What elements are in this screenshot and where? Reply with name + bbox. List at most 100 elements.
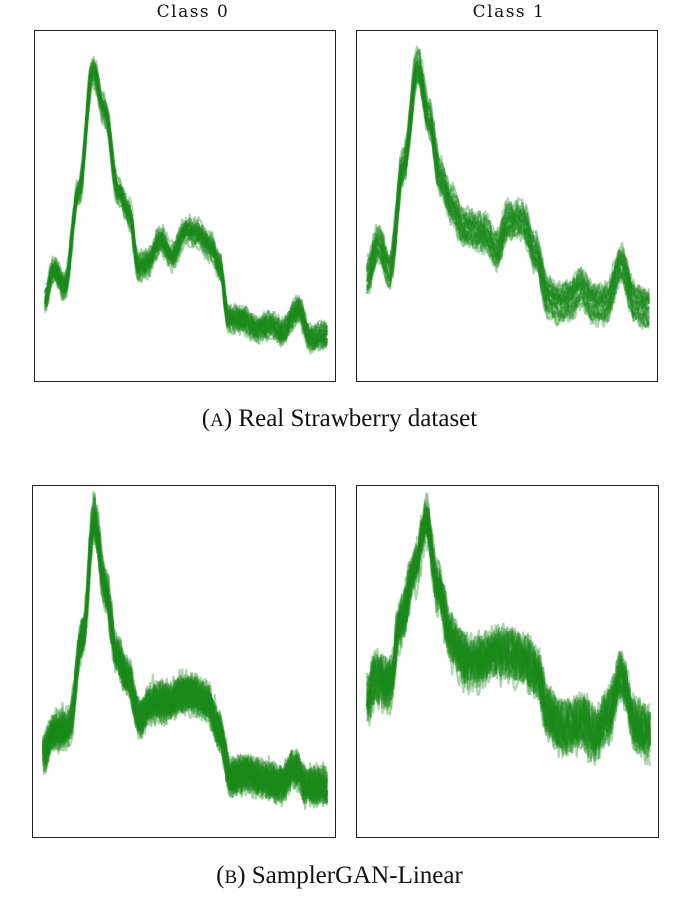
panel-real-class-0 <box>34 30 336 382</box>
series-line <box>42 521 329 804</box>
series-line <box>44 70 329 340</box>
series-line <box>365 70 651 316</box>
column-title-class-0: Class 0 <box>156 2 230 22</box>
series-line <box>365 507 652 761</box>
series-line <box>42 512 329 801</box>
series-line <box>365 536 652 767</box>
series-line <box>44 65 329 341</box>
series-line <box>44 80 329 355</box>
series-line <box>366 512 652 755</box>
series-line <box>41 517 329 803</box>
series-line <box>43 66 329 346</box>
series-line <box>41 494 329 805</box>
series-line <box>365 71 651 324</box>
series-line <box>366 48 651 302</box>
series-line <box>41 523 329 811</box>
series-line <box>365 515 652 763</box>
caption-b-letter: B <box>224 867 238 888</box>
panel-gan-class-1 <box>356 485 659 838</box>
series-line <box>44 77 329 351</box>
series-line <box>365 49 651 302</box>
series-line <box>365 54 651 305</box>
chart-gan-class-1 <box>365 492 652 767</box>
series-line <box>44 71 328 341</box>
series-line <box>365 61 651 313</box>
series-line <box>44 60 328 339</box>
series-line <box>366 59 650 312</box>
series-line <box>44 71 329 346</box>
series-line <box>44 70 328 338</box>
series-line <box>365 525 652 766</box>
series-line <box>41 513 329 809</box>
series-line <box>43 70 328 345</box>
series-line <box>365 492 652 730</box>
panel-real-class-1 <box>356 30 658 382</box>
series-line <box>43 65 329 349</box>
series-line <box>365 508 652 748</box>
series-line <box>365 45 650 301</box>
series-line <box>41 518 328 799</box>
series-line <box>41 523 328 805</box>
series-line <box>365 514 652 746</box>
series-line <box>366 73 651 323</box>
series-line <box>365 79 650 322</box>
series-line <box>366 506 651 730</box>
chart-real-class-1 <box>365 45 651 330</box>
series-line <box>43 57 328 347</box>
series-line <box>366 508 651 762</box>
series-line <box>41 504 328 801</box>
panel-gan-class-0 <box>32 485 336 838</box>
series-line <box>43 68 328 344</box>
series-line <box>366 63 651 305</box>
caption-a: (A) Real Strawberry dataset <box>201 405 478 432</box>
series-line <box>41 492 329 805</box>
series-line <box>365 516 652 751</box>
series-line <box>365 66 651 326</box>
series-line <box>365 507 652 741</box>
series-line <box>365 493 652 740</box>
series-line <box>42 520 329 804</box>
series-line <box>43 63 328 344</box>
series-line <box>365 503 652 738</box>
series-line <box>365 521 652 757</box>
series-line <box>365 501 652 735</box>
series-line <box>365 519 652 756</box>
series-line <box>366 61 651 330</box>
series-line <box>365 66 650 306</box>
series-line <box>41 516 329 800</box>
series-line <box>41 497 329 800</box>
caption-b-text: SamplerGAN-Linear <box>251 862 463 889</box>
series-line <box>41 516 328 804</box>
series-line <box>365 59 651 328</box>
series-line <box>365 508 652 749</box>
series-line <box>41 507 329 803</box>
series-line <box>366 516 651 738</box>
series-line <box>42 516 329 804</box>
series-line <box>365 62 651 326</box>
series-line <box>366 66 650 315</box>
series-line <box>41 496 329 798</box>
series-line <box>43 76 329 352</box>
series-line <box>44 61 328 333</box>
series-line <box>366 521 652 750</box>
series-line <box>43 66 329 350</box>
series-line <box>43 66 328 345</box>
series-line <box>366 57 651 308</box>
series-line <box>366 57 650 313</box>
series-line <box>365 514 652 737</box>
series-line <box>365 509 652 754</box>
chart-real-class-0 <box>43 55 329 355</box>
series-line <box>43 59 329 350</box>
series-line <box>365 74 651 329</box>
series-line <box>41 511 329 805</box>
series-line <box>365 506 652 744</box>
series-line <box>44 66 329 339</box>
series-line <box>365 68 651 310</box>
series-line <box>42 528 329 807</box>
series-line <box>365 507 652 755</box>
series-line <box>43 71 329 352</box>
caption-a-text: Real Strawberry dataset <box>238 405 478 432</box>
series-line <box>365 49 651 301</box>
series-line <box>44 55 328 350</box>
series-line <box>43 62 329 337</box>
